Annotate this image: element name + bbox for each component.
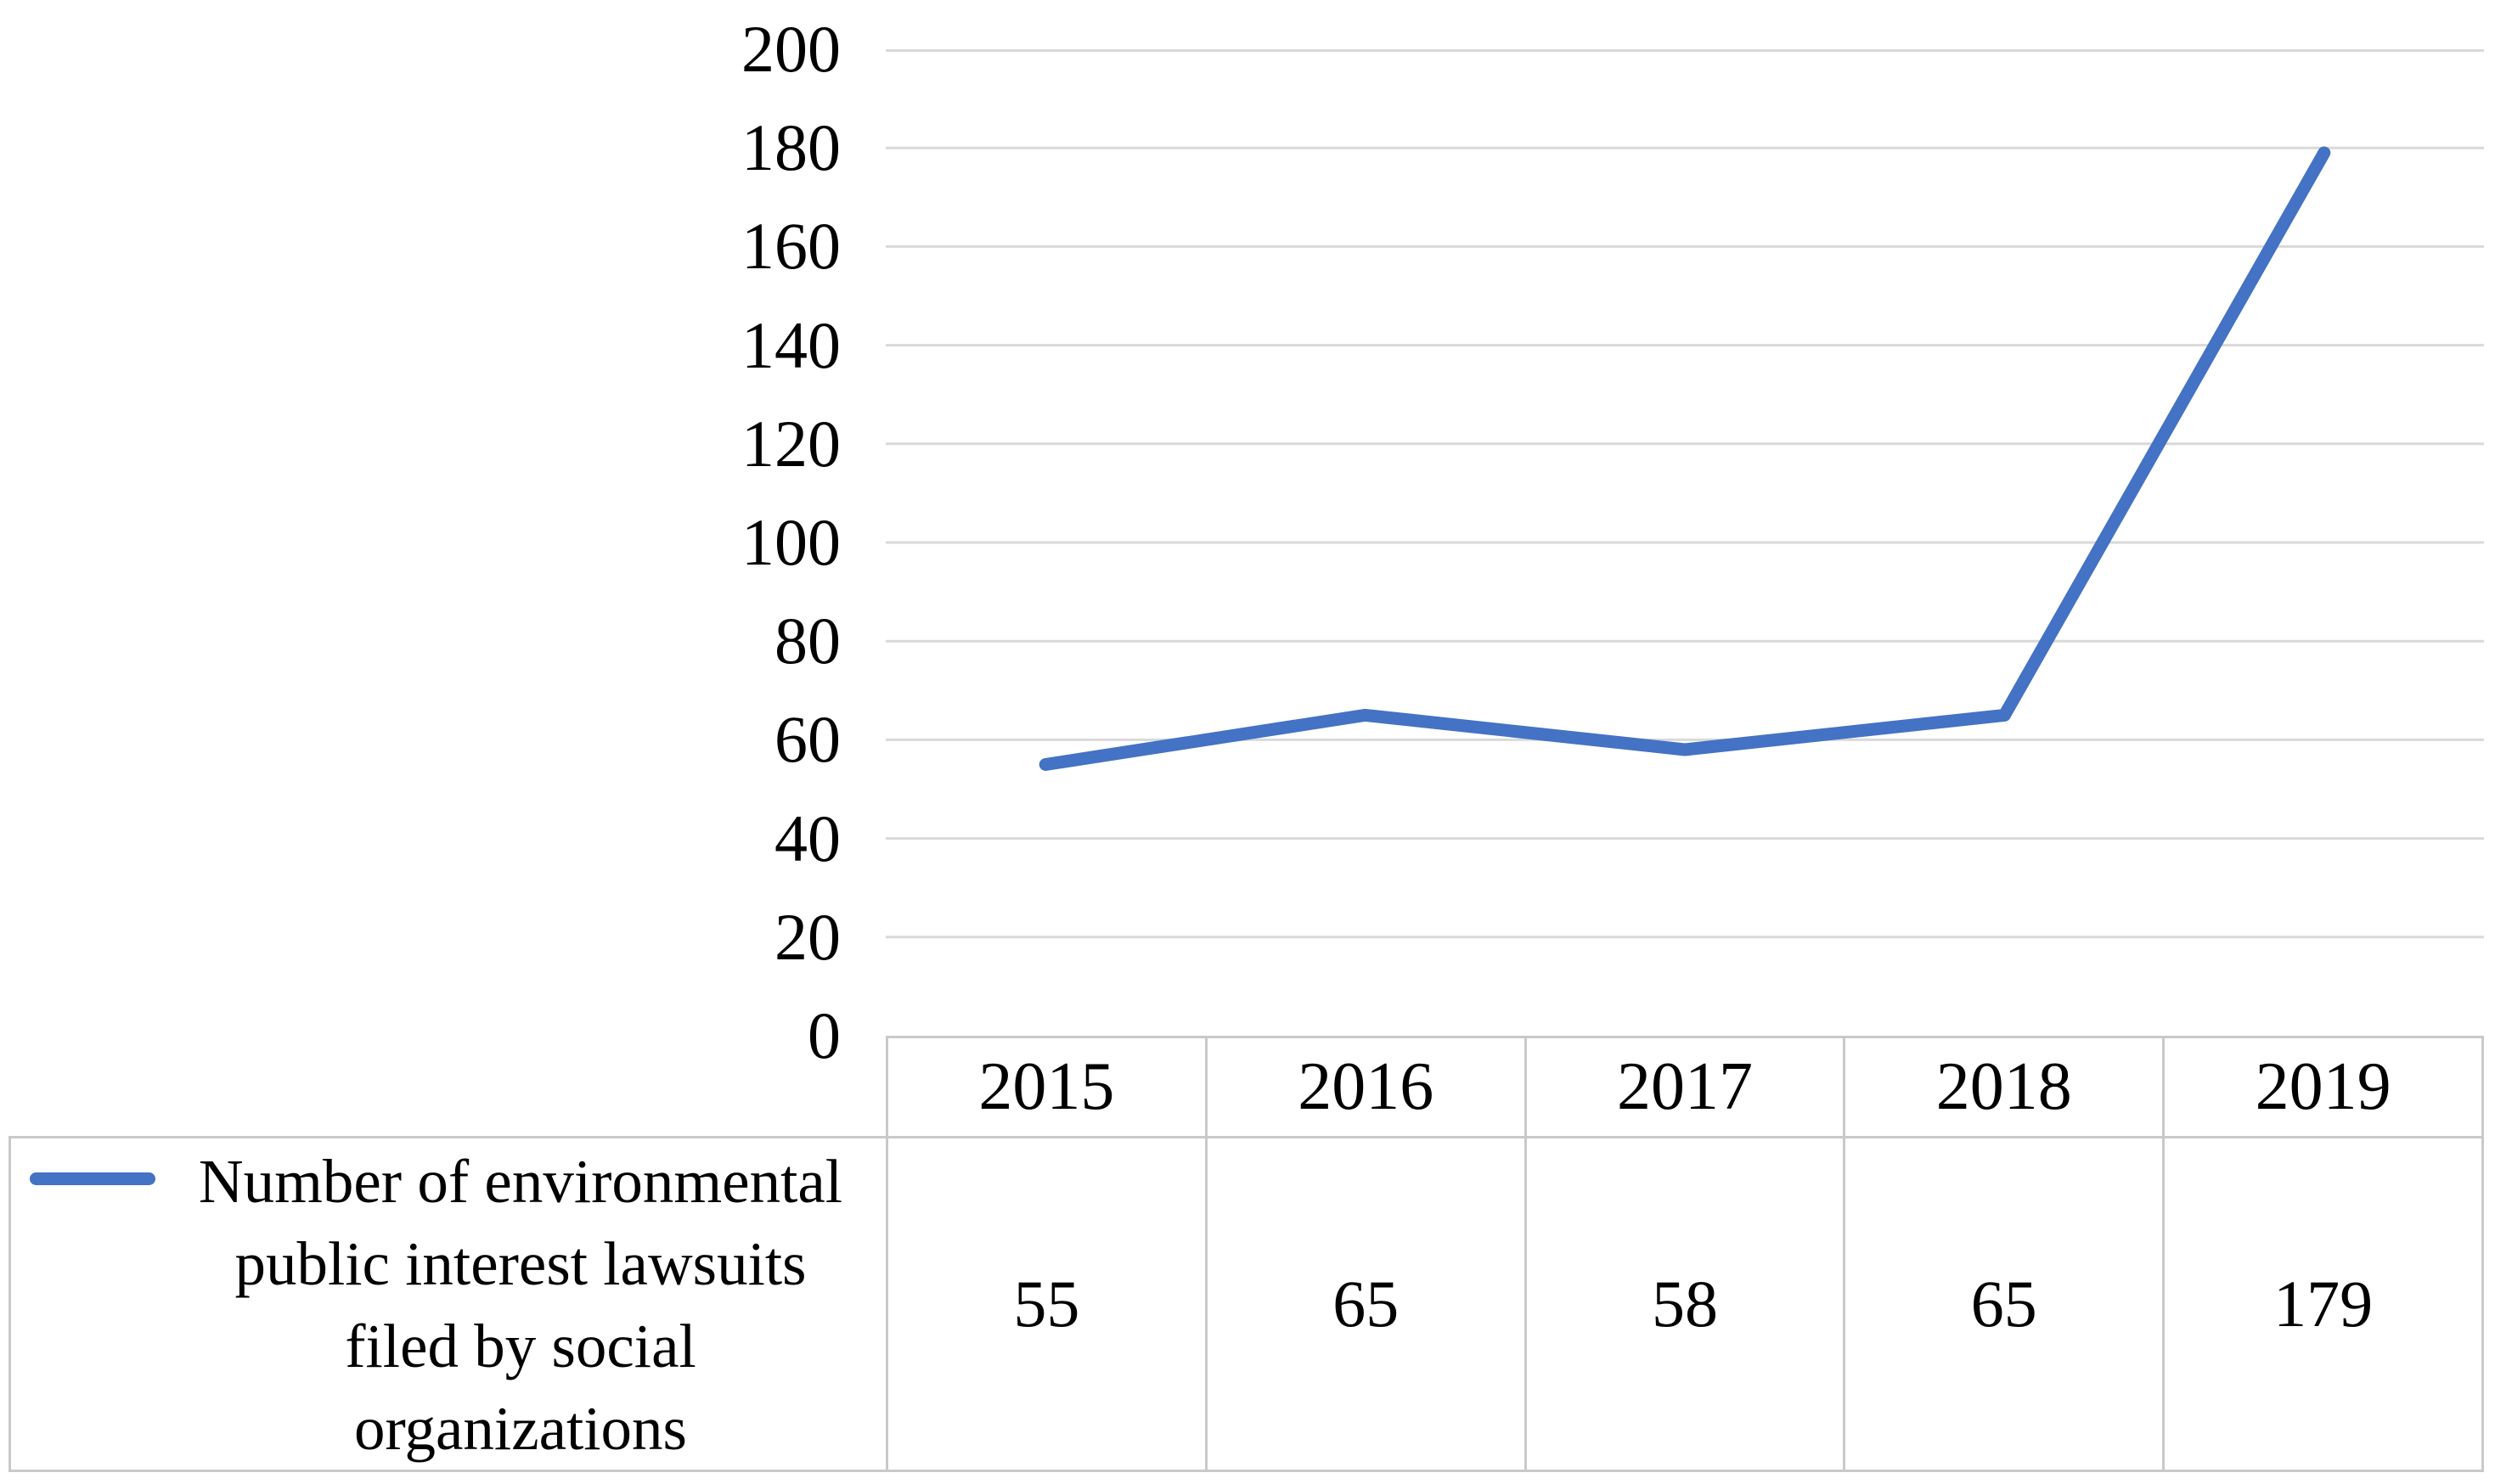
value-cell: 65 — [1204, 1138, 1524, 1470]
year-header-cell: 2018 — [1843, 1038, 2162, 1136]
value-cell: 65 — [1843, 1138, 2162, 1470]
table-body-row: Number of environmental public interest … — [8, 1136, 2484, 1472]
year-header-cell: 2015 — [978, 1049, 1115, 1124]
data-series-line — [1039, 146, 2331, 771]
table-header-row: 2015 2016 2017 2018 2019 — [886, 1036, 2484, 1136]
y-axis-tick-label: 160 — [741, 209, 841, 284]
legend-marker-wrap — [11, 1138, 155, 1185]
y-axis-tick-label: 200 — [741, 12, 841, 86]
legend-label-line: organizations — [354, 1394, 687, 1463]
y-axis-tick-label: 60 — [774, 702, 841, 777]
legend-line-marker-icon — [30, 1172, 155, 1185]
legend-label-line: public interest lawsuits — [234, 1229, 807, 1298]
y-axis-tick-label: 120 — [741, 406, 841, 481]
value-cell: 55 — [886, 1138, 1205, 1470]
legend-series-label: Number of environmental public interest … — [155, 1138, 886, 1470]
y-axis-tick-label: 40 — [774, 801, 841, 875]
plot-area — [886, 49, 2484, 939]
year-header-cell: 2016 — [1204, 1038, 1524, 1136]
legend-cell: Number of environmental public interest … — [11, 1138, 886, 1470]
y-axis-tick-label: 80 — [774, 604, 841, 678]
year-header-cell: 2019 — [2162, 1038, 2481, 1136]
y-axis-tick-label: 180 — [741, 110, 841, 185]
value-cell: 179 — [2162, 1138, 2481, 1470]
y-axis-tick-label: 100 — [741, 505, 841, 579]
y-axis-tick-label: 140 — [741, 307, 841, 382]
legend-label-line: filed by social — [345, 1312, 696, 1380]
y-axis-tick-label: 20 — [774, 899, 841, 974]
legend-label-line: Number of environmental — [198, 1147, 843, 1216]
y-axis-tick-label: 0 — [808, 998, 841, 1072]
year-header-cell: 2017 — [1523, 1038, 1844, 1136]
value-cell: 58 — [1523, 1138, 1844, 1470]
